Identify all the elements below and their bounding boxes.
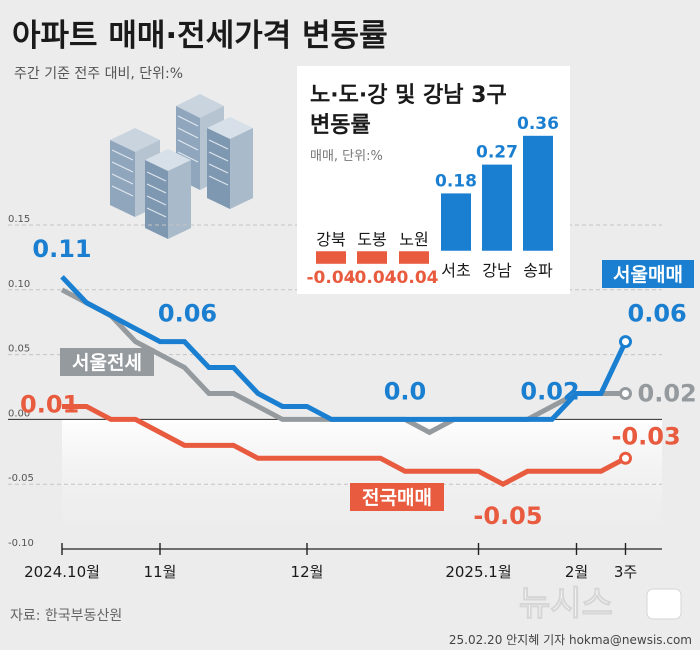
x-axis: 2024.10월 11월 12월 2025.1월 2월 3주 [24, 543, 637, 581]
inset-title-line1: 노·도·강 및 강남 3구 [310, 83, 507, 108]
bar-value-label: -0.04 [307, 268, 356, 288]
data-label: 0.0 [384, 377, 427, 405]
data-label: 0.01 [20, 390, 79, 418]
source-text: 자료: 한국부동산원 [10, 608, 122, 624]
bar [357, 251, 387, 264]
data-label: 0.06 [628, 300, 687, 328]
page-subtitle: 주간 기준 전주 대비, 단위:% [14, 66, 183, 82]
line-series: 0.11 0.06 0.0 0.02 0.06 0.02 0.01 -0.05 -0.03 [20, 235, 697, 530]
bar-value-label: -0.04 [390, 268, 439, 288]
bar [441, 193, 471, 251]
y-axis: 0.15 0.10 0.05 0.00 -0.05 -0.10 [8, 214, 34, 549]
series-2 [62, 403, 632, 488]
x-tick-label: 11월 [144, 563, 177, 581]
series-end-marker [619, 335, 632, 349]
inset-subtitle: 매매, 단위:% [310, 149, 383, 164]
legend-tag-nation-sale: 전국매매 [350, 483, 444, 511]
newsis-logo-mark [646, 588, 682, 620]
data-label: 0.11 [32, 235, 91, 263]
x-tick-label: 12월 [291, 563, 324, 581]
newsis-logo: 뉴시스 [519, 584, 682, 625]
bar [482, 164, 512, 251]
x-tick-label: 2024.10월 [24, 563, 100, 581]
bar-category-label: 도봉 [357, 230, 386, 249]
series-end-marker [619, 386, 632, 400]
bar [316, 251, 346, 264]
data-label: 0.06 [158, 300, 217, 328]
series-end-marker [619, 451, 632, 465]
credit-text: 25.02.20 안지혜 기자 hokma@newsis.com [449, 633, 692, 647]
data-label: -0.05 [473, 502, 542, 530]
bar-value-label: 0.36 [517, 114, 559, 134]
y-tick-label: 0.10 [8, 279, 30, 290]
data-label: 0.02 [638, 379, 697, 407]
x-tick-label: 2월 [565, 563, 588, 581]
bar-category-label: 노원 [399, 230, 428, 249]
inset-title-line2: 변동률 [310, 113, 371, 138]
data-label: -0.03 [612, 422, 681, 450]
y-tick-label: -0.10 [8, 538, 34, 549]
inset-bar-chart: 노·도·강 및 강남 3구 변동률 매매, 단위:% 강북-0.04도봉-0.0… [297, 66, 570, 294]
newsis-logo-text: 뉴시스 [519, 584, 613, 624]
y-tick-label: -0.05 [8, 473, 34, 484]
bar-value-label: -0.04 [348, 268, 397, 288]
bar-category-label: 강북 [316, 230, 345, 249]
y-tick-label: 0.00 [8, 408, 30, 419]
y-tick-label: 0.15 [8, 214, 30, 225]
series-line [62, 403, 627, 488]
bar [523, 135, 553, 251]
apartment-buildings-icon [110, 94, 253, 239]
bar-value-label: 0.18 [435, 171, 477, 191]
bar [399, 251, 429, 264]
legend-tag-seoul-jeonse: 서울전세 [60, 348, 154, 376]
bar-category-label: 송파 [523, 261, 553, 280]
series-0 [60, 275, 632, 422]
y-tick-label: 0.05 [8, 344, 30, 355]
legend-tag-seoul-sale-label: 서울매매 [613, 264, 683, 286]
bar-category-label: 강남 [482, 261, 512, 280]
bar-category-label: 서초 [441, 261, 470, 280]
legend-tag-nation-sale-label: 전국매매 [362, 487, 432, 509]
x-tick-label: 3주 [614, 563, 637, 581]
bar-value-label: 0.27 [476, 143, 518, 163]
legend-tag-seoul-jeonse-label: 서울전세 [72, 352, 142, 374]
x-tick-label: 2025.1월 [445, 563, 511, 581]
series-line [60, 275, 628, 422]
page-title: 아파트 매매·전세가격 변동률 [12, 18, 388, 54]
legend-tag-seoul-sale: 서울매매 [602, 260, 694, 288]
data-label: 0.02 [520, 377, 579, 405]
